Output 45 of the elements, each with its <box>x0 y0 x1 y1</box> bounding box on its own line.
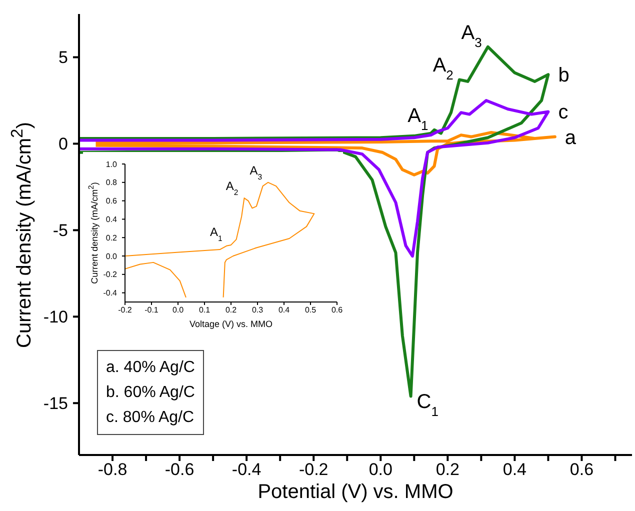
x-tick-label: 0.2 <box>225 306 238 315</box>
y-tick-label: -5 <box>52 221 68 240</box>
y-tick-label: -0.2 <box>103 270 118 280</box>
y-tick-label: 1.0 <box>106 160 118 169</box>
annotation: b. 60% Ag/C <box>106 383 195 403</box>
x-tick-label: 0.0 <box>368 460 392 480</box>
x-tick-label: -0.1 <box>144 306 159 315</box>
annotation: A$_{1}$ <box>210 225 222 243</box>
annotation: A$_{3}$ <box>250 163 262 181</box>
y-tick-label: 0.0 <box>106 252 118 261</box>
x-axis-title: Potential (V) vs. MMO <box>256 481 454 504</box>
y-tick-label: 0 <box>58 134 68 154</box>
x-tick-label: 0.2 <box>436 460 460 480</box>
annotation: c. 80% Ag/C <box>106 408 195 428</box>
x-axis-title: Voltage (V) vs. MMO <box>188 319 274 329</box>
y-tick-label: 0.4 <box>106 215 118 224</box>
x-tick-label: 0.4 <box>502 460 527 480</box>
annotation: a. 40% Ag/C <box>106 358 195 378</box>
x-tick-label: -0.2 <box>298 460 328 480</box>
annotation: A$_{2}$ <box>226 179 238 197</box>
x-tick-label: -0.8 <box>98 460 128 480</box>
y-tick-label: 5 <box>58 48 68 68</box>
x-tick-label: 0.0 <box>172 306 184 315</box>
x-tick-label: -0.6 <box>164 460 194 480</box>
y-tick-label: 0.2 <box>106 233 118 242</box>
x-tick-label: 0.6 <box>570 460 594 480</box>
annotation: C$_{1}$ <box>416 391 438 419</box>
x-tick-label: -0.4 <box>232 460 262 480</box>
y-tick-label: -10 <box>43 308 68 327</box>
series-label: c <box>558 102 568 124</box>
y-tick-label: -15 <box>43 394 68 414</box>
annotation: A$_{3}$ <box>461 22 482 50</box>
annotation: A$_{2}$ <box>432 54 454 82</box>
x-tick-label: -0.2 <box>118 306 132 315</box>
y-tick-label: -0.4 <box>103 288 118 298</box>
annotation: A$_{1}$ <box>408 104 428 132</box>
x-tick-label: 0.3 <box>252 306 264 315</box>
x-tick-label: 0.1 <box>198 306 211 315</box>
series-label: b <box>558 64 570 87</box>
x-tick-label: 0.5 <box>304 306 317 315</box>
x-tick-label: 0.6 <box>331 306 344 315</box>
series-label: a <box>564 126 577 149</box>
x-tick-label: 0.4 <box>278 306 290 315</box>
y-tick-label: 0.6 <box>106 196 118 206</box>
y-tick-label: 0.8 <box>106 178 118 188</box>
